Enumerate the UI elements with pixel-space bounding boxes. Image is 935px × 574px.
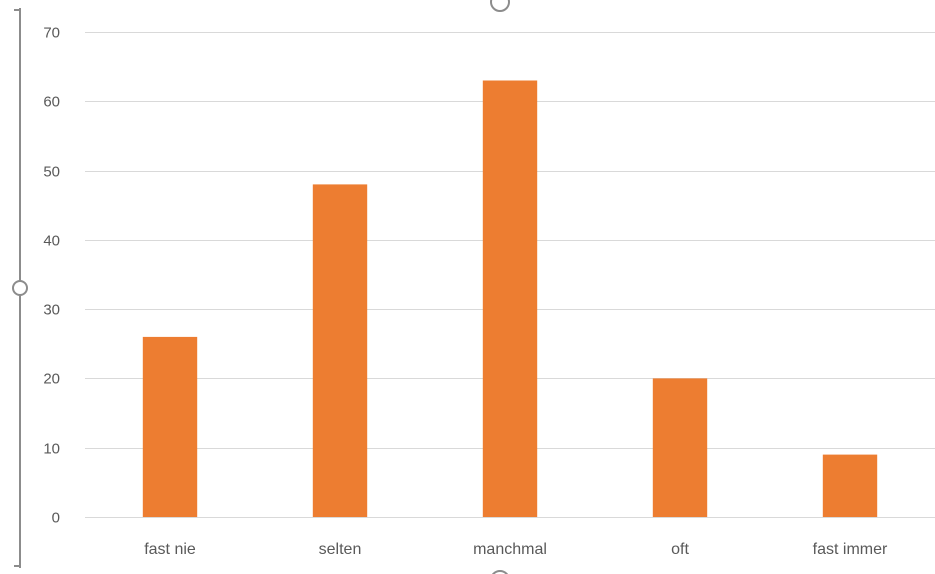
y-tick-label: 20 bbox=[43, 371, 60, 388]
y-tick-label: 70 bbox=[43, 25, 60, 42]
x-category-label: fast nie bbox=[144, 541, 196, 558]
resize-handle-bottom[interactable] bbox=[491, 570, 509, 574]
bar-fast-immer bbox=[822, 454, 878, 517]
y-tick-label: 10 bbox=[43, 441, 60, 458]
y-tick-label: 50 bbox=[43, 164, 60, 181]
y-tick-label: 40 bbox=[43, 233, 60, 250]
y-tick-label: 0 bbox=[52, 510, 60, 527]
resize-handle-left[interactable] bbox=[12, 280, 28, 296]
resize-handle-top[interactable] bbox=[490, 0, 510, 12]
x-category-label: fast immer bbox=[813, 541, 888, 558]
bar-fast-nie bbox=[142, 336, 198, 517]
x-category-label: manchmal bbox=[473, 541, 547, 558]
bars bbox=[142, 80, 878, 517]
x-axis-category-labels: fast nie selten manchmal oft fast immer bbox=[144, 541, 888, 558]
x-category-label: selten bbox=[319, 541, 362, 558]
y-tick-label: 60 bbox=[43, 94, 60, 111]
x-category-label: oft bbox=[671, 541, 689, 558]
bar-selten bbox=[312, 184, 368, 517]
bar-oft bbox=[652, 378, 708, 517]
y-axis-tick-labels: 0 10 20 30 40 50 60 70 bbox=[43, 25, 60, 527]
bar-manchmal bbox=[482, 80, 538, 517]
y-tick-label: 30 bbox=[43, 302, 60, 319]
